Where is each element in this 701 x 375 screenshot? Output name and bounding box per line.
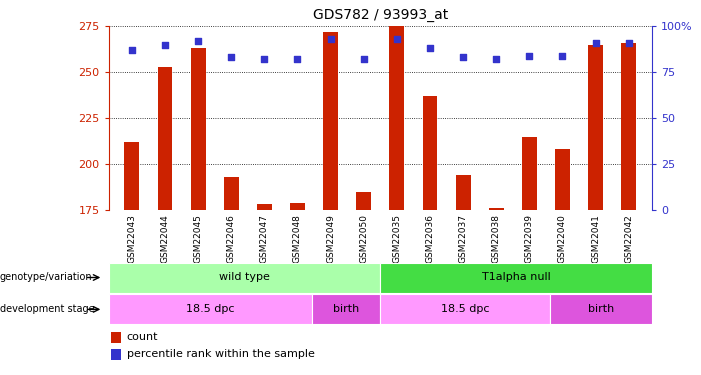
Text: GSM22048: GSM22048	[293, 214, 302, 263]
Bar	[356, 192, 372, 210]
Text: GSM22044: GSM22044	[161, 214, 170, 263]
Bar	[381, 294, 550, 324]
Point	[226, 54, 237, 60]
Point	[391, 36, 402, 42]
Point	[623, 40, 634, 46]
Bar	[158, 67, 172, 210]
Text: birth: birth	[333, 304, 360, 314]
Point	[325, 36, 336, 42]
Bar	[381, 262, 652, 292]
Bar	[489, 208, 504, 210]
Text: GSM22038: GSM22038	[491, 214, 501, 263]
Bar	[550, 294, 652, 324]
Point	[458, 54, 469, 60]
Text: GSM22035: GSM22035	[393, 214, 402, 263]
Bar	[124, 142, 139, 210]
Text: GSM22050: GSM22050	[359, 214, 368, 263]
Bar	[111, 349, 121, 360]
Text: 18.5 dpc: 18.5 dpc	[186, 304, 235, 314]
Text: percentile rank within the sample: percentile rank within the sample	[127, 350, 315, 359]
Bar	[621, 43, 637, 210]
Point	[590, 40, 601, 46]
Text: birth: birth	[588, 304, 614, 314]
Bar	[224, 177, 238, 210]
Bar	[555, 149, 570, 210]
Bar	[588, 45, 603, 210]
Point	[358, 56, 369, 62]
Text: GSM22039: GSM22039	[525, 214, 534, 263]
Bar	[323, 32, 338, 210]
Point	[292, 56, 303, 62]
Bar	[522, 136, 537, 210]
Bar	[456, 175, 470, 210]
Point	[159, 42, 170, 48]
Point	[424, 45, 435, 51]
Bar	[191, 48, 205, 210]
Text: T1alpha null: T1alpha null	[482, 273, 550, 282]
Point	[193, 38, 204, 44]
Title: GDS782 / 93993_at: GDS782 / 93993_at	[313, 9, 448, 22]
Text: development stage: development stage	[0, 304, 95, 314]
Text: GSM22043: GSM22043	[128, 214, 136, 263]
Bar	[109, 294, 313, 324]
Text: genotype/variation: genotype/variation	[0, 273, 93, 282]
Point	[557, 53, 568, 58]
Text: GSM22041: GSM22041	[591, 214, 600, 263]
Text: 18.5 dpc: 18.5 dpc	[441, 304, 489, 314]
Point	[259, 56, 270, 62]
Text: wild type: wild type	[219, 273, 270, 282]
Text: GSM22036: GSM22036	[426, 214, 435, 263]
Bar	[257, 204, 272, 210]
Bar	[389, 26, 404, 210]
Bar	[290, 202, 305, 210]
Bar	[111, 332, 121, 343]
Point	[524, 53, 535, 58]
Text: GSM22045: GSM22045	[193, 214, 203, 263]
Text: GSM22042: GSM22042	[625, 214, 633, 263]
Bar	[313, 294, 381, 324]
Text: GSM22049: GSM22049	[326, 214, 335, 263]
Text: GSM22047: GSM22047	[260, 214, 269, 263]
Point	[126, 47, 137, 53]
Text: GSM22046: GSM22046	[226, 214, 236, 263]
Text: GSM22037: GSM22037	[458, 214, 468, 263]
Bar	[423, 96, 437, 210]
Bar	[109, 262, 381, 292]
Point	[491, 56, 502, 62]
Text: GSM22040: GSM22040	[558, 214, 567, 263]
Text: count: count	[127, 333, 158, 342]
